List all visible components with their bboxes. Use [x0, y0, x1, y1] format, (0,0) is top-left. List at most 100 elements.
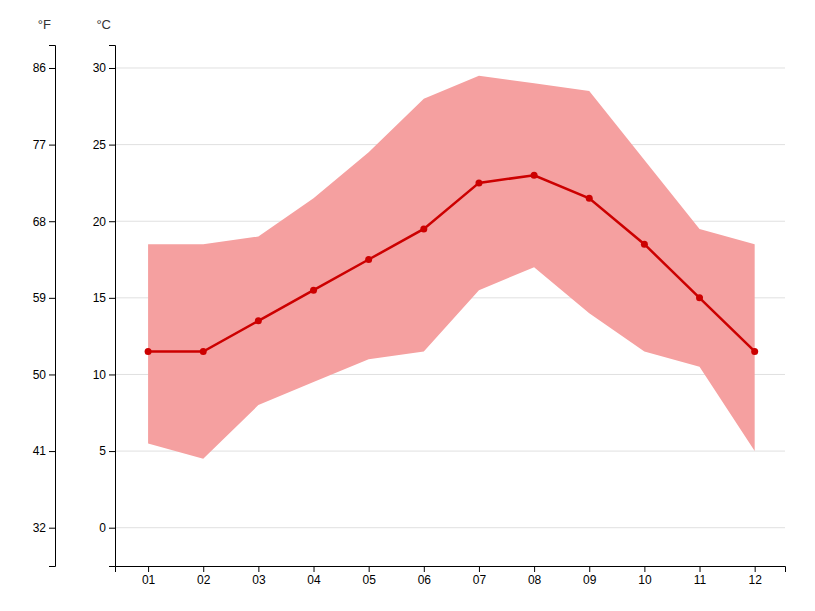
tick-mark — [644, 566, 645, 572]
tick-label: 41 — [33, 444, 47, 458]
tick: 20 — [93, 215, 115, 229]
tick-mark — [258, 566, 259, 572]
point — [475, 179, 482, 186]
tick-mark — [49, 451, 55, 452]
tick: 68 — [33, 215, 55, 229]
tick-label: 15 — [93, 291, 107, 305]
y2-axis-label: °F — [38, 17, 51, 32]
point — [420, 225, 427, 232]
point — [200, 348, 207, 355]
tick-mark — [109, 221, 115, 222]
tick-mark — [755, 566, 756, 572]
point — [310, 287, 317, 294]
grid — [115, 68, 785, 528]
point — [586, 195, 593, 202]
tick-label: 32 — [33, 521, 47, 535]
grid-line — [115, 527, 785, 528]
tick-mark — [109, 374, 115, 375]
tick-mark — [49, 68, 55, 69]
tick-label: 86 — [33, 61, 47, 75]
tick: 12 — [748, 566, 762, 587]
tick-label: 59 — [33, 291, 47, 305]
tick-label: 01 — [142, 573, 156, 587]
tick-mark — [314, 566, 315, 572]
tick-mark — [49, 374, 55, 375]
tick: 09 — [583, 566, 597, 587]
tick: 06 — [418, 566, 432, 587]
tick-label: 50 — [33, 368, 47, 382]
grid-line — [115, 451, 785, 452]
tick-mark — [109, 451, 115, 452]
tick-mark — [109, 145, 115, 146]
tick-mark — [49, 528, 55, 529]
tick-mark — [49, 221, 55, 222]
point — [145, 348, 152, 355]
tick-label: 68 — [33, 215, 47, 229]
point — [255, 317, 262, 324]
tick-label: 20 — [93, 215, 107, 229]
axis-line — [116, 567, 786, 573]
tick-mark — [109, 68, 115, 69]
tick-label: 25 — [93, 138, 107, 152]
tick-label: 5 — [99, 444, 106, 458]
tick-label: 09 — [583, 573, 597, 587]
mean-line — [148, 175, 755, 351]
tick: 04 — [307, 566, 321, 587]
tick-mark — [369, 566, 370, 572]
plot: 0102030405060708091011120510152025303241… — [33, 17, 786, 587]
chart: 0102030405060708091011120510152025303241… — [0, 0, 815, 611]
tick: 77 — [33, 138, 55, 152]
tick-mark — [148, 566, 149, 572]
grid-line — [115, 67, 785, 68]
tick: 15 — [93, 291, 115, 305]
tick: 86 — [33, 61, 55, 75]
tick-label: 05 — [362, 573, 376, 587]
axis-line — [49, 46, 56, 567]
tick-label: 06 — [418, 573, 432, 587]
y2-axis: 32 41 50 59 68 77 86 — [33, 46, 56, 567]
tick: 10 — [638, 566, 652, 587]
tick-mark — [700, 566, 701, 572]
tick-label: 04 — [307, 573, 321, 587]
tick-mark — [479, 566, 480, 572]
tick-mark — [203, 566, 204, 572]
point — [531, 172, 538, 179]
y-axis: 0 5 10 15 20 25 30 — [93, 46, 116, 567]
tick: 05 — [362, 566, 376, 587]
tick: 25 — [93, 138, 115, 152]
tick-label: 07 — [473, 573, 487, 587]
tick: 32 — [33, 521, 55, 535]
tick-label: 77 — [33, 138, 47, 152]
tick: 0 — [99, 521, 115, 535]
tick-mark — [424, 566, 425, 572]
range-band — [148, 76, 755, 459]
y-axis-label: °C — [96, 17, 111, 32]
point — [365, 256, 372, 263]
tick: 03 — [252, 566, 266, 587]
tick-label: 03 — [252, 573, 266, 587]
tick: 5 — [99, 444, 115, 458]
tick: 50 — [33, 368, 55, 382]
point — [696, 294, 703, 301]
tick-label: 02 — [197, 573, 211, 587]
axis-line — [109, 46, 116, 567]
tick: 11 — [694, 566, 707, 587]
point — [751, 348, 758, 355]
tick-mark — [109, 298, 115, 299]
point — [641, 241, 648, 248]
tick-mark — [49, 298, 55, 299]
tick-label: 30 — [93, 61, 107, 75]
tick: 07 — [473, 566, 487, 587]
tick-label: 0 — [99, 521, 106, 535]
tick: 10 — [93, 368, 115, 382]
tick-label: 11 — [694, 573, 707, 587]
tick: 01 — [142, 566, 156, 587]
tick: 59 — [33, 291, 55, 305]
tick-label: 08 — [528, 573, 542, 587]
tick-mark — [109, 528, 115, 529]
tick: 30 — [93, 61, 115, 75]
tick-label: 10 — [638, 573, 652, 587]
tick: 41 — [33, 444, 55, 458]
x-axis: 01 02 03 04 05 06 07 08 09 10 11 12 — [116, 566, 786, 587]
tick-label: 10 — [93, 368, 107, 382]
